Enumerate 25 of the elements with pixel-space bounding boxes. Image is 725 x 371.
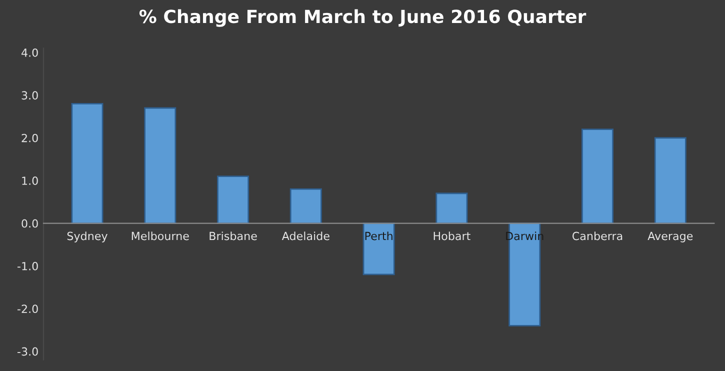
bar [290,188,322,224]
bar [654,137,686,224]
bar [144,107,176,224]
bar [362,222,395,276]
x-tick-label: Perth [365,232,392,240]
x-tick-label: Adelaide [282,232,330,240]
y-tick-label: 1.0 [22,176,38,185]
bar [217,176,250,224]
y-tick-label: -1.0 [18,262,38,270]
x-tick-label: Melbourne [132,232,189,240]
y-tick-label: 3.0 [22,91,38,100]
y-tick-label: 0.0 [22,219,38,228]
x-tick-label: Brisbane [210,232,257,240]
y-tick-label: -3.0 [18,347,38,356]
x-tick-label: Sydney [67,232,108,242]
bar [436,192,468,224]
x-tick-label: Hobart [434,232,470,240]
x-tick-label: Canberra [572,232,622,240]
bar [581,128,614,224]
x-tick-label: Average [648,232,693,242]
y-tick-label: 4.0 [22,48,38,57]
y-tick-label: -2.0 [18,304,38,314]
chart-title: % Change From March to June 2016 Quarter [139,9,586,27]
bar [71,103,104,224]
y-tick-label: 2.0 [22,134,38,142]
